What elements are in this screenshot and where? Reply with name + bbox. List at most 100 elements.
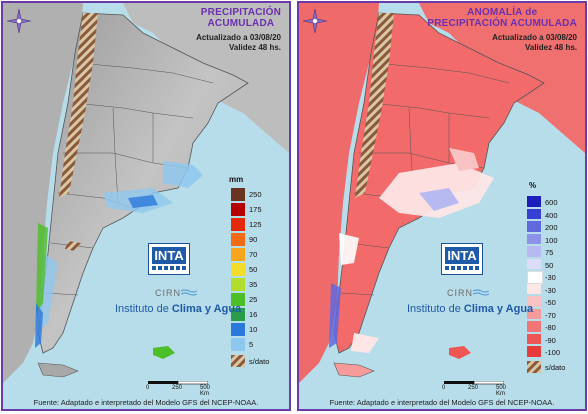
legend-swatch <box>231 338 245 351</box>
chile-region <box>3 3 83 383</box>
legend-row: 5 <box>231 337 283 352</box>
legend-row-nodata: s/dato <box>527 360 579 375</box>
anomaly-legend: % 600 400 200 100 75 50 -30 -30 -50 -70 -80 -90 -100… <box>527 181 579 391</box>
legend-row: 600 <box>527 195 579 210</box>
instituto-prefix: Instituto de <box>115 303 169 315</box>
legend-label: 70 <box>249 250 258 259</box>
anomaly-area-andes-blue <box>329 283 341 348</box>
legend-row: 75 <box>527 245 579 260</box>
instituto-clima-agua: Instituto de Clima y Agua <box>407 303 533 315</box>
instituto-prefix: Instituto de <box>407 303 461 315</box>
legend-swatch <box>527 283 541 294</box>
anomaly-map-panel: ANOMALÍA de PRECIPITACIÓN ACUMULADA Actu… <box>297 1 587 411</box>
legend-row: 25 <box>231 292 283 307</box>
inta-logo: INTA <box>148 243 190 275</box>
updated-date: Actualizado a 03/08/20 <box>492 33 577 42</box>
compass-rose-icon <box>7 9 31 33</box>
updated-date: Actualizado a 03/08/20 <box>196 33 281 42</box>
precip-area-10mm <box>128 195 158 208</box>
nodata-swatch <box>231 355 245 367</box>
scale-bar-graphic <box>444 381 504 385</box>
legend-label: 50 <box>545 260 554 270</box>
legend-row: -100 <box>527 345 579 360</box>
legend-swatch <box>231 218 245 231</box>
legend-row: 90 <box>231 232 283 247</box>
legend-row: -30 <box>527 283 579 298</box>
legend-swatch <box>527 221 541 232</box>
legend-label-nodata: s/dato <box>545 362 566 372</box>
neighbor-countries <box>3 3 289 153</box>
cirn-label: CIRN <box>447 288 473 298</box>
legend-swatch <box>231 203 245 216</box>
cirn-label: CIRN <box>155 288 181 298</box>
cirn-wave-icon <box>473 289 489 296</box>
instituto-bold: Clima y Agua <box>171 303 242 315</box>
scale-tick-250: 250 <box>468 385 479 391</box>
map-title-line1: PRECIPITACIÓN <box>200 7 281 18</box>
malvinas-islands <box>449 346 471 359</box>
legend-row: 70 <box>231 247 283 262</box>
anomaly-area-positive <box>419 188 459 211</box>
legend-swatch <box>527 208 541 219</box>
legend-label: 250 <box>249 190 262 199</box>
legend-row: -90 <box>527 333 579 348</box>
update-info: Actualizado a 03/08/20 Validez 48 hs. <box>492 33 577 52</box>
map-title-line2: PRECIPITACIÓN ACUMULADA <box>427 18 577 29</box>
validity: Validez 48 hs. <box>524 42 577 52</box>
legend-swatch <box>231 263 245 276</box>
validity: Validez 48 hs. <box>228 42 281 52</box>
anomaly-area-light <box>449 148 479 171</box>
nodata-patch <box>65 241 81 251</box>
source-note: Fuente: Adaptado e interpretado del Mode… <box>33 398 259 407</box>
legend-label: 90 <box>249 235 258 244</box>
anomaly-area-south <box>351 333 379 353</box>
legend-unit: mm <box>229 175 244 184</box>
legend-row: -30 <box>527 270 579 285</box>
legend-label: 200 <box>545 223 558 232</box>
legend-swatch <box>527 346 541 357</box>
scale-tick-500: 500 Km <box>200 385 211 397</box>
precip-area-andes-green <box>36 223 48 313</box>
legend-unit: % <box>529 181 537 190</box>
map-title-line2: ACUMULADA <box>207 18 275 29</box>
legend-label: 75 <box>545 248 554 257</box>
scale-bar-graphic <box>148 381 208 385</box>
legend-label: 125 <box>249 220 262 229</box>
legend-label: -100 <box>545 348 561 357</box>
legend-row: 125 <box>231 217 283 232</box>
legend-label: 5 <box>249 340 254 349</box>
precipitation-legend: mm 250 175 125 90 70 50 35 25 16 10 5 s/dato <box>229 175 283 385</box>
neighbor-countries <box>299 3 585 153</box>
chile-region <box>299 3 379 383</box>
legend-label: -30 <box>545 273 556 282</box>
legend-swatch <box>527 258 541 269</box>
nodata-swatch <box>527 360 541 373</box>
legend-label: -30 <box>545 285 556 295</box>
legend-swatch <box>527 333 541 344</box>
legend-label-nodata: s/dato <box>249 357 270 366</box>
argentina-land <box>37 12 249 354</box>
legend-swatch <box>527 321 541 332</box>
legend-row: 250 <box>231 187 283 202</box>
precipitation-map-panel: PRECIPITACIÓN ACUMULADA Actualizado a 03… <box>1 1 291 411</box>
legend-label: -70 <box>545 310 556 320</box>
legend-row-nodata: s/dato <box>231 354 283 369</box>
legend-swatch <box>231 308 245 321</box>
legend-label: 600 <box>545 198 558 207</box>
legend-label: -80 <box>545 323 556 332</box>
legend-row: 10 <box>231 322 283 337</box>
legend-swatch <box>527 308 541 319</box>
legend-row: 175 <box>231 202 283 217</box>
legend-label: 100 <box>545 235 558 245</box>
legend-label: 25 <box>249 295 258 304</box>
tierra-del-fuego <box>37 362 79 378</box>
update-info: Actualizado a 03/08/20 Validez 48 hs. <box>196 33 281 52</box>
inta-logo-text: INTA <box>152 247 186 264</box>
anomaly-map <box>299 3 585 383</box>
legend-row: 200 <box>527 220 579 235</box>
legend-swatch <box>527 271 543 284</box>
legend-swatch <box>231 323 245 336</box>
legend-label: 400 <box>545 210 558 220</box>
inta-logo: INTA <box>441 243 483 275</box>
legend-row: 50 <box>527 258 579 273</box>
